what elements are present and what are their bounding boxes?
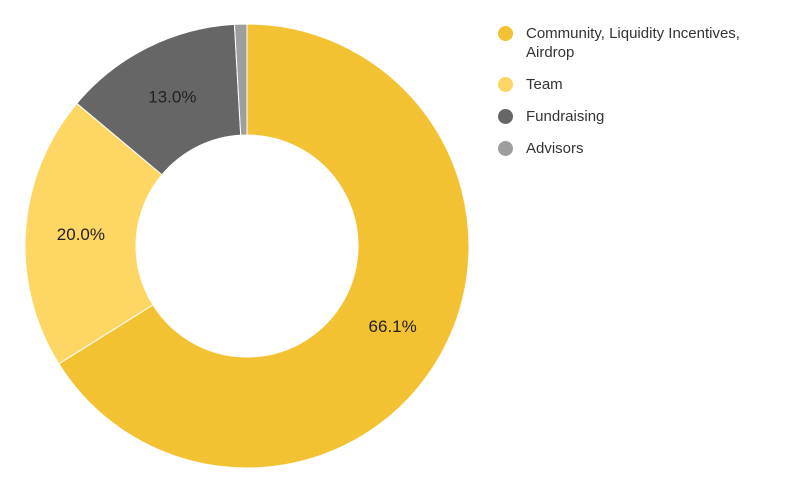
slice-3 [233, 23, 248, 136]
legend-item-3: Advisors [498, 139, 788, 158]
legend-item-1: Team [498, 75, 788, 94]
slice-label-1: 20.0% [57, 225, 105, 244]
legend-label-0: Community, Liquidity Incentives, Airdrop [526, 25, 740, 61]
legend: Community, Liquidity Incentives, Airdrop… [498, 24, 788, 171]
legend-item-0: Community, Liquidity Incentives, Airdrop [498, 24, 788, 62]
legend-swatch-2 [498, 109, 513, 124]
legend-label-1: Team [526, 76, 563, 93]
legend-label-3: Advisors [526, 140, 584, 157]
legend-swatch-0 [498, 26, 513, 41]
legend-swatch-3 [498, 141, 513, 156]
slice-label-2: 13.0% [148, 88, 196, 107]
slice-1 [24, 102, 163, 365]
slice-label-0: 66.1% [369, 317, 417, 336]
slice-0 [58, 23, 470, 469]
legend-swatch-1 [498, 77, 513, 92]
legend-label-2: Fundraising [526, 108, 605, 125]
legend-item-2: Fundraising [498, 107, 788, 126]
